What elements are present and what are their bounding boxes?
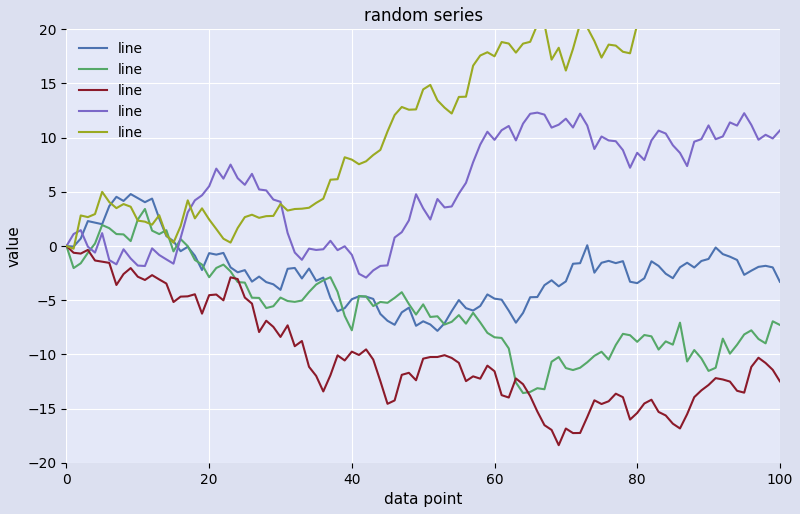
line (497, 335, 506, 341)
line (611, 342, 621, 348)
line (775, 279, 785, 285)
line (497, 127, 506, 133)
line (397, 289, 406, 295)
line (140, 206, 150, 212)
Y-axis label: value: value (7, 225, 22, 267)
line (611, 138, 621, 144)
line (518, 390, 528, 396)
line (604, 42, 614, 48)
line (568, 430, 578, 436)
Line: line: line (66, 0, 780, 249)
line (247, 212, 257, 218)
line (575, 260, 585, 266)
line (490, 368, 499, 374)
line (362, 274, 371, 281)
line (69, 246, 78, 252)
line (62, 243, 71, 249)
Line: line: line (66, 194, 780, 331)
X-axis label: data point: data point (384, 492, 462, 507)
line (118, 201, 128, 207)
line (554, 442, 563, 448)
Line: line: line (66, 209, 780, 393)
line (112, 194, 122, 200)
line (504, 307, 514, 314)
line (390, 397, 399, 403)
line (575, 111, 585, 117)
line (533, 109, 542, 116)
Title: random series: random series (364, 7, 482, 25)
line (775, 378, 785, 384)
Line: line: line (66, 113, 780, 278)
line (247, 279, 257, 285)
line (397, 229, 406, 235)
line (775, 322, 785, 328)
line (611, 260, 621, 266)
line (247, 295, 257, 301)
line (112, 261, 122, 267)
Line: line: line (66, 246, 780, 445)
line (112, 282, 122, 288)
line (497, 39, 506, 45)
line (62, 243, 71, 249)
Legend: line, line, line, line, line: line, line, line, line, line (74, 36, 149, 145)
line (397, 309, 406, 316)
line (62, 243, 71, 249)
line (126, 191, 135, 197)
line (62, 243, 71, 249)
line (433, 328, 442, 334)
line (62, 243, 71, 249)
line (575, 364, 585, 371)
line (240, 182, 250, 188)
line (775, 127, 785, 134)
line (397, 104, 406, 110)
line (568, 46, 578, 52)
line (112, 231, 122, 237)
line (240, 295, 250, 301)
line (604, 398, 614, 405)
